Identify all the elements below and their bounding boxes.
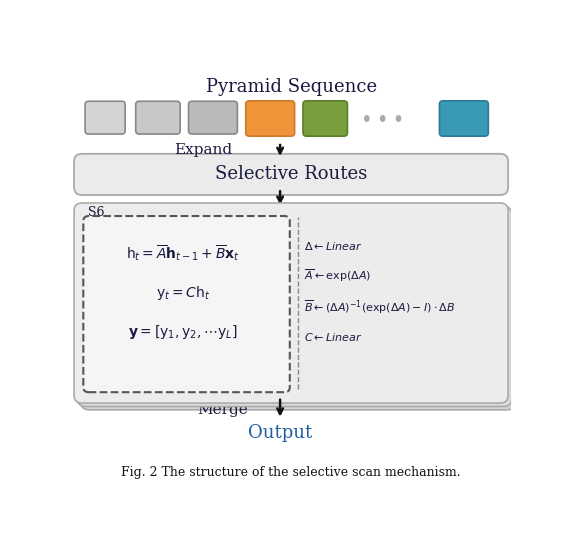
FancyBboxPatch shape [246,101,295,136]
Text: S6: S6 [87,206,104,219]
FancyBboxPatch shape [85,101,125,134]
FancyBboxPatch shape [189,101,237,134]
FancyBboxPatch shape [81,210,515,410]
Text: $\mathrm{h}_t = \overline{A}\mathbf{h}_{t-1} + \overline{B}\mathbf{x}_t$: $\mathrm{h}_t = \overline{A}\mathbf{h}_{… [126,242,240,263]
Text: Pyramid Sequence: Pyramid Sequence [206,78,377,96]
FancyBboxPatch shape [78,206,512,406]
Text: $\mathbf{y} = [\mathrm{y}_1, \mathrm{y}_2, \cdots\mathrm{y}_L]$: $\mathbf{y} = [\mathrm{y}_1, \mathrm{y}_… [128,323,238,341]
Text: $\overline{B} \leftarrow (\Delta A)^{-1}(\exp(\Delta A)-I)\cdot \Delta B$: $\overline{B} \leftarrow (\Delta A)^{-1}… [304,299,456,316]
Text: $C \leftarrow \mathit{Linear}$: $C \leftarrow \mathit{Linear}$ [304,331,363,343]
Text: $\Delta \leftarrow \mathit{Linear}$: $\Delta \leftarrow \mathit{Linear}$ [304,240,363,252]
Text: $\overline{A} \leftarrow \exp(\Delta A)$: $\overline{A} \leftarrow \exp(\Delta A)$ [304,268,371,284]
Ellipse shape [396,116,400,121]
Text: Output: Output [248,424,312,442]
Ellipse shape [381,116,385,121]
Text: Expand: Expand [174,143,232,157]
FancyBboxPatch shape [74,203,508,403]
FancyBboxPatch shape [303,101,348,136]
Text: $\mathrm{y}_t = C\mathrm{h}_t$: $\mathrm{y}_t = C\mathrm{h}_t$ [156,283,210,301]
Text: Selective Routes: Selective Routes [215,165,367,183]
FancyBboxPatch shape [74,154,508,195]
FancyBboxPatch shape [83,216,290,392]
FancyBboxPatch shape [136,101,180,134]
Text: Merge: Merge [198,403,248,417]
FancyBboxPatch shape [440,101,488,136]
Ellipse shape [365,116,369,121]
Text: Fig. 2 The structure of the selective scan mechanism.: Fig. 2 The structure of the selective sc… [122,466,461,479]
